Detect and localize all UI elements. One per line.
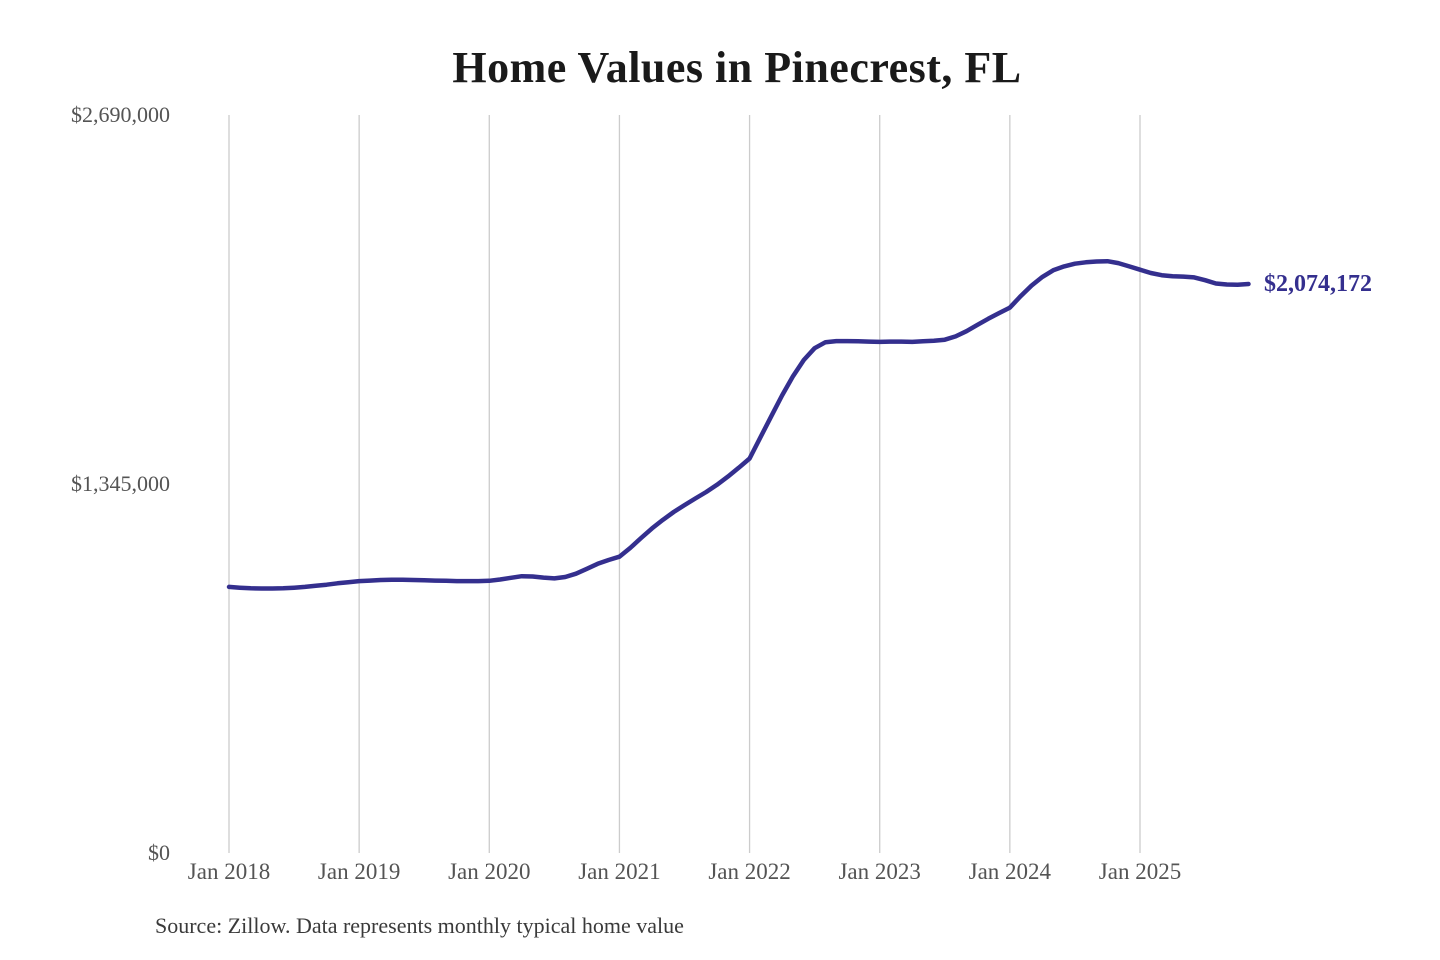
x-axis-label: Jan 2025 — [1098, 859, 1182, 884]
y-axis-label: $0 — [148, 840, 170, 865]
value-line — [226, 258, 1251, 591]
latest-value-label: $2,074,172 — [1264, 270, 1372, 297]
chart-title: Home Values in Pinecrest, FL — [452, 43, 1022, 92]
x-axis-label: Jan 2024 — [968, 859, 1052, 884]
y-axis-label: $2,690,000 — [71, 102, 170, 127]
x-axis-label: Jan 2023 — [838, 859, 921, 884]
source-note: Source: Zillow. Data represents monthly … — [155, 913, 684, 938]
x-axis-label: Jan 2020 — [448, 859, 531, 884]
x-axis-label: Jan 2022 — [708, 859, 791, 884]
x-axis-label: Jan 2021 — [578, 859, 661, 884]
x-axis-label: Jan 2018 — [187, 859, 271, 884]
x-axis-label: Jan 2019 — [317, 859, 401, 884]
y-axis-label: $1,345,000 — [71, 471, 170, 496]
